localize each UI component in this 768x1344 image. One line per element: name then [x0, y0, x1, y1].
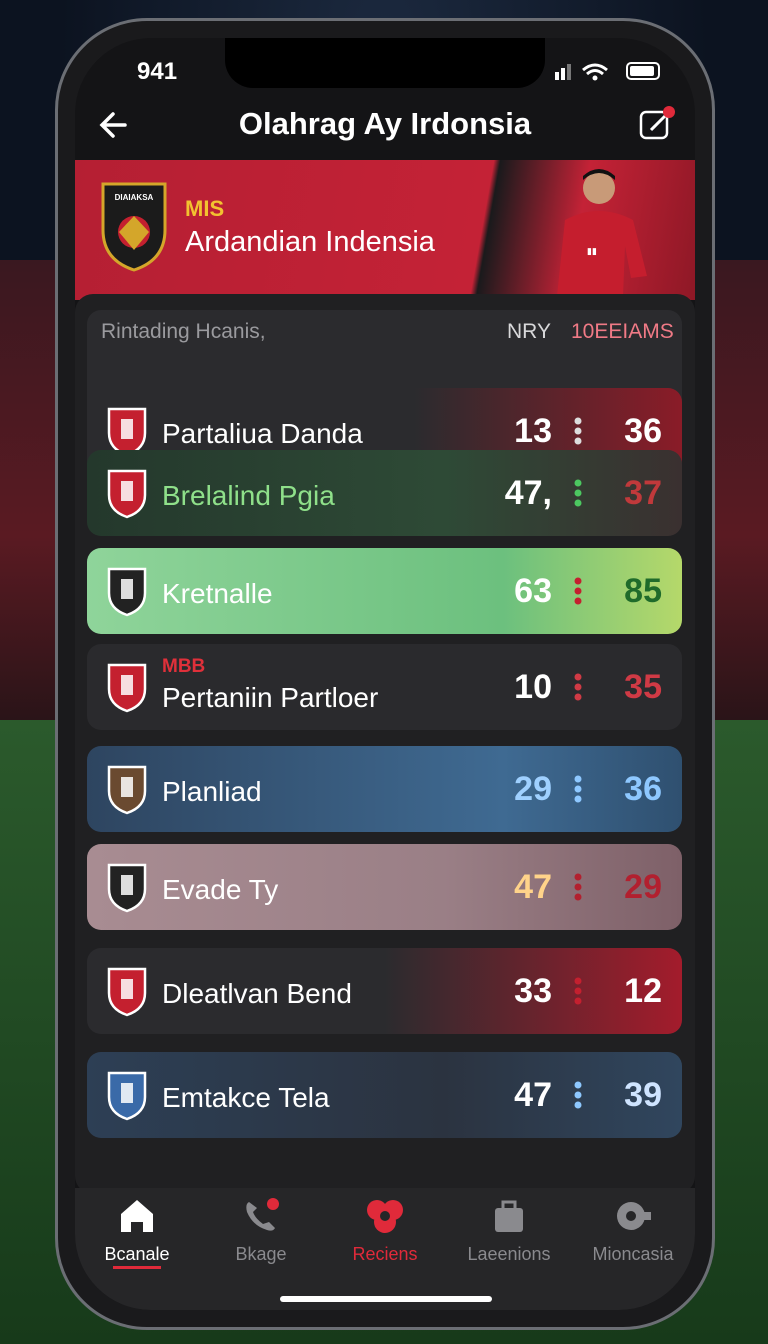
screen: 941 Olahrag Ay Irdonsia DIAIAKSA MIS Ard…: [75, 38, 695, 1310]
team-name: Dleatlvan Bend: [162, 978, 352, 1009]
team-name: Evade Ty: [162, 874, 279, 905]
team-crest: [107, 663, 147, 713]
standing-row[interactable]: Kretnalle 63 85: [87, 548, 682, 634]
nav-label[interactable]: Laeenions: [467, 1244, 551, 1264]
score: 37: [624, 474, 662, 512]
separator-dots: [574, 873, 582, 901]
separator-dots: [574, 417, 582, 445]
separator-dots: [574, 479, 582, 507]
score: 13: [514, 412, 552, 450]
score: 29: [514, 770, 552, 808]
separator-dots: [574, 775, 582, 803]
nav-icon[interactable]: [489, 1196, 529, 1236]
team-name: Partaliua Danda: [162, 418, 363, 449]
score: 47: [514, 868, 552, 906]
column-header: 10EEIAMS: [571, 320, 674, 343]
team-name: Planliad: [162, 776, 262, 807]
team-crest: [107, 863, 147, 913]
score: 36: [624, 412, 662, 450]
team-name: Brelalind Pgia: [162, 480, 335, 511]
nav-label[interactable]: Mioncasia: [592, 1244, 674, 1264]
score: 47,: [504, 474, 552, 512]
column-header: Rintading Hcanis,: [101, 320, 266, 343]
score: 33: [514, 972, 552, 1010]
team-name: Kretnalle: [162, 578, 273, 609]
nav-active-underline: [113, 1266, 161, 1269]
score: 47: [514, 1076, 552, 1114]
nav-icon[interactable]: [117, 1196, 157, 1236]
score: 63: [514, 572, 552, 610]
standing-row[interactable]: Planliad 29 36: [87, 746, 682, 832]
team-crest: [107, 407, 147, 457]
score: 39: [624, 1076, 662, 1114]
team-crest: [107, 567, 147, 617]
nav-icon[interactable]: [613, 1196, 653, 1236]
nav-label[interactable]: Reciens: [352, 1244, 418, 1264]
status-time: 941: [137, 58, 178, 85]
nav-label[interactable]: Bcanale: [104, 1244, 170, 1264]
banner-crest: [101, 182, 167, 272]
jersey-logo: ▮▮: [587, 246, 597, 256]
separator-dots: [574, 577, 582, 605]
column-header: NRY: [507, 320, 551, 343]
standing-row[interactable]: Evade Ty 47 29: [87, 844, 682, 930]
player-image: ▮▮: [557, 169, 647, 296]
crest-label: DIAIAKSA: [114, 193, 154, 202]
separator-dots: [574, 977, 582, 1005]
score: 12: [624, 972, 662, 1010]
back-button[interactable]: [97, 108, 131, 142]
standing-row[interactable]: Dleatlvan Bend 33 12: [87, 948, 682, 1034]
team-tag: MBB: [162, 656, 206, 677]
score: 36: [624, 770, 662, 808]
standing-row[interactable]: Brelalind Pgia 47, 37: [87, 450, 682, 536]
standing-row[interactable]: MBB Pertaniin Partloer 10 35: [87, 644, 682, 730]
team-name: Pertaniin Partloer: [162, 682, 379, 713]
home-indicator: [280, 1296, 492, 1302]
score: 85: [624, 572, 662, 610]
banner-tag: MIS: [185, 196, 225, 221]
nav-label[interactable]: Bkage: [235, 1244, 287, 1264]
score: 10: [514, 668, 552, 706]
score: 29: [624, 868, 662, 906]
team-crest: [107, 967, 147, 1017]
header-title: Olahrag Ay Irdonsia: [238, 106, 532, 141]
team-crest: [107, 765, 147, 815]
standing-row[interactable]: Emtakce Tela 47 39: [87, 1052, 682, 1138]
notch: [225, 38, 545, 88]
edit-button[interactable]: [637, 104, 677, 144]
nav-icon[interactable]: [365, 1196, 405, 1236]
score: 35: [624, 668, 662, 706]
banner-title: Ardandian Indensia: [185, 226, 435, 258]
separator-dots: [574, 673, 582, 701]
status-icons: [555, 62, 660, 81]
team-crest: [107, 469, 147, 519]
team-name: Emtakce Tela: [162, 1082, 330, 1113]
team-crest: [107, 1071, 147, 1121]
separator-dots: [574, 1081, 582, 1109]
nav-icon[interactable]: [241, 1196, 281, 1236]
